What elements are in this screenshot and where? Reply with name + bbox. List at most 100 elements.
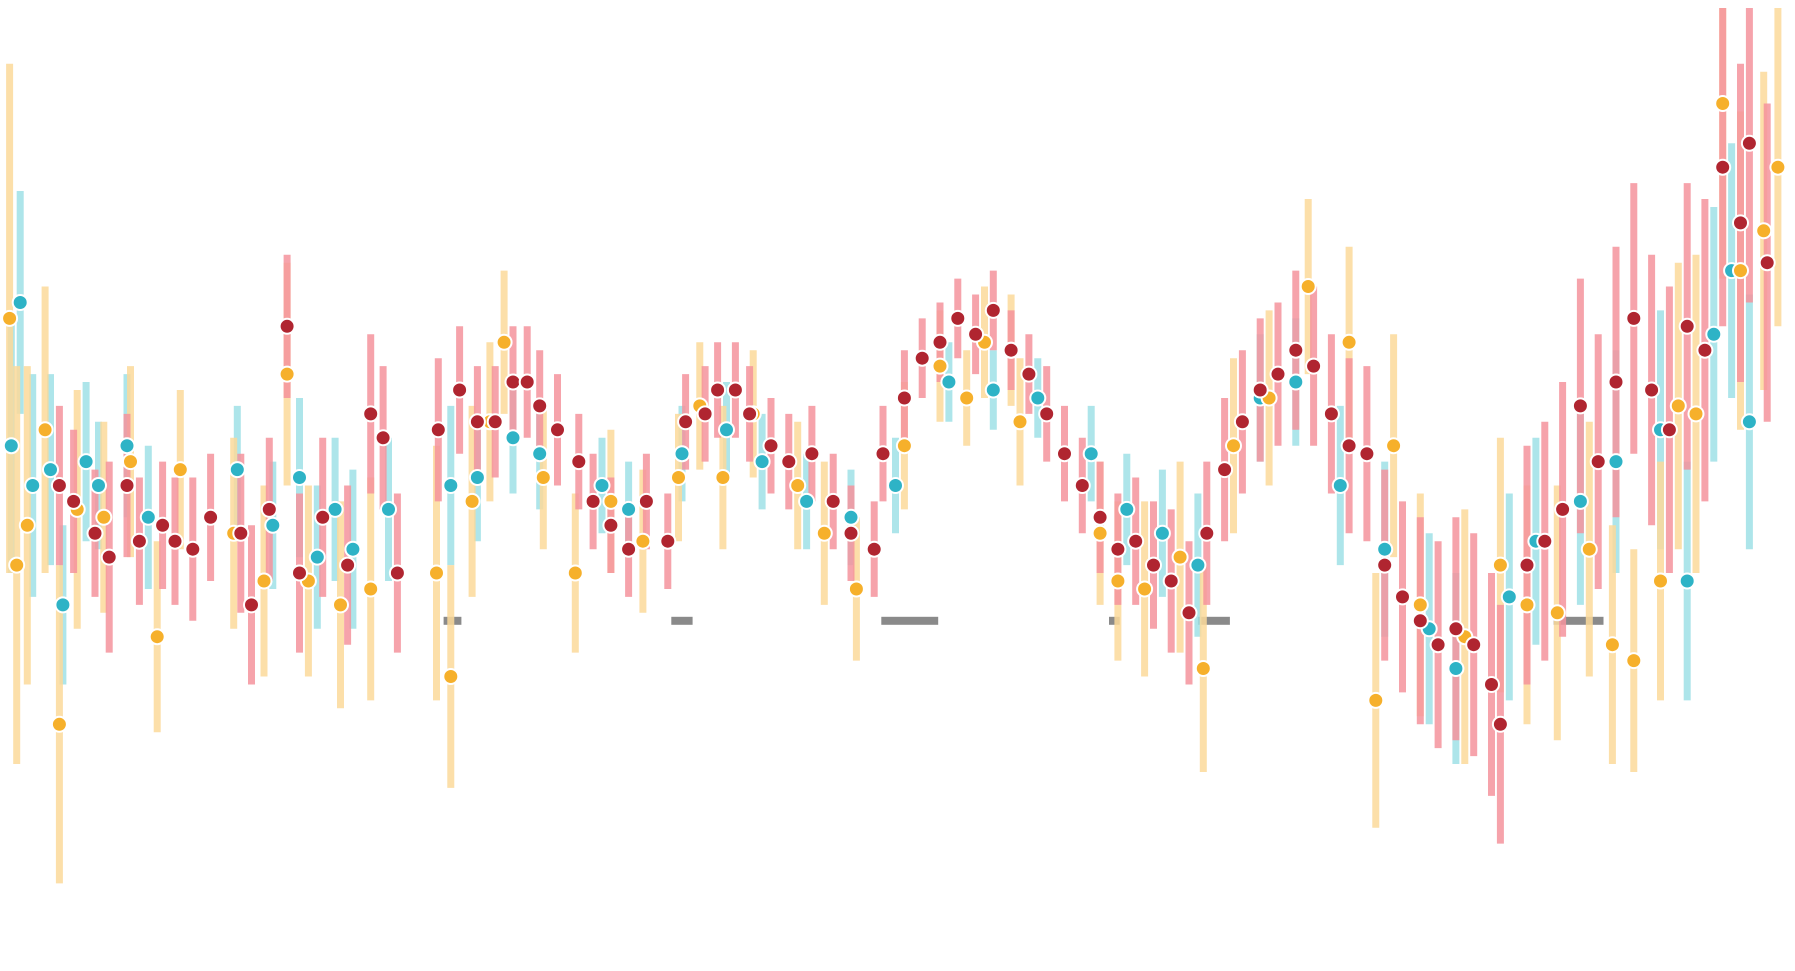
point-s0-9 [228, 461, 246, 479]
point-s2-64 [1216, 461, 1234, 479]
point-s2-42 [824, 492, 842, 510]
point-s2-45 [874, 445, 892, 463]
point-s0-16 [442, 477, 460, 494]
point-s2-50 [967, 325, 985, 343]
point-s0-10 [264, 516, 282, 534]
point-s0-24 [753, 453, 771, 471]
point-s2-17 [362, 405, 380, 423]
point-s1-15 [362, 580, 380, 598]
point-s0-49 [1740, 413, 1758, 431]
point-s1-58 [1669, 397, 1687, 415]
point-s1-57 [1652, 572, 1669, 590]
point-s2-28 [570, 453, 588, 471]
point-s2-41 [803, 445, 821, 463]
point-s2-86 [1607, 373, 1625, 391]
point-s2-68 [1287, 341, 1305, 359]
point-s2-55 [1056, 445, 1073, 463]
point-s0-3 [42, 461, 59, 479]
point-s1-61 [1732, 262, 1749, 280]
point-s2-78 [1465, 636, 1483, 654]
point-s2-2 [86, 524, 104, 542]
point-s1-30 [815, 524, 833, 542]
point-s2-14 [291, 564, 308, 582]
point-s1-39 [1109, 572, 1127, 590]
point-s0-11 [291, 469, 308, 486]
point-s2-54 [1038, 405, 1056, 423]
point-s1-48 [1385, 437, 1403, 455]
point-s2-15 [314, 508, 332, 526]
point-s1-56 [1625, 652, 1643, 670]
point-s1-17 [442, 668, 460, 685]
point-s0-13 [326, 500, 344, 518]
point-s0-6 [90, 477, 107, 494]
error-bars [6, 8, 1782, 884]
point-s1-46 [1340, 333, 1358, 351]
point-s2-27 [549, 421, 566, 439]
point-s0-1 [11, 294, 29, 311]
point-s0-2 [24, 477, 42, 494]
point-s2-6 [154, 516, 172, 534]
point-s1-12 [278, 365, 296, 383]
point-s2-49 [949, 309, 967, 327]
point-s2-91 [1696, 341, 1714, 359]
point-s0-37 [1331, 477, 1349, 494]
point-s2-18 [374, 429, 392, 447]
point-s2-44 [865, 540, 883, 558]
point-s2-74 [1394, 588, 1411, 606]
point-s0-46 [1678, 572, 1696, 590]
point-s1-20 [495, 333, 513, 351]
point-s0-12 [308, 548, 326, 566]
point-s2-29 [584, 492, 602, 510]
point-s0-36 [1287, 373, 1305, 391]
point-s2-56 [1073, 477, 1091, 494]
point-s2-13 [278, 317, 296, 335]
point-s0-43 [1571, 492, 1589, 510]
point-s2-79 [1483, 676, 1500, 693]
gap-marker-3 [1109, 616, 1120, 625]
point-s2-82 [1536, 532, 1554, 550]
point-s2-48 [931, 333, 949, 351]
point-s1-27 [714, 469, 732, 486]
point-s1-60 [1714, 95, 1732, 112]
point-s1-45 [1299, 278, 1317, 295]
point-s0-40 [1447, 660, 1465, 677]
gap-marker-4 [1197, 616, 1230, 625]
point-s2-66 [1251, 381, 1269, 399]
point-s0-26 [842, 508, 860, 526]
point-s2-77 [1447, 620, 1465, 638]
point-s2-71 [1340, 437, 1358, 455]
point-s2-92 [1714, 158, 1732, 176]
point-s1-11 [255, 572, 273, 590]
point-s2-35 [696, 405, 714, 423]
point-s0-18 [504, 429, 522, 447]
point-s0-20 [593, 477, 611, 494]
point-s1-53 [1548, 604, 1566, 622]
point-s2-37 [726, 381, 744, 399]
point-s1-3 [36, 421, 54, 439]
point-s2-5 [130, 532, 148, 550]
point-s0-28 [940, 373, 958, 391]
point-s0-47 [1705, 325, 1723, 343]
point-s2-12 [260, 500, 278, 518]
point-s2-93 [1732, 214, 1749, 232]
point-s2-87 [1625, 309, 1643, 327]
point-s2-67 [1269, 365, 1287, 383]
data-points [1, 95, 1787, 733]
point-s1-62 [1755, 222, 1773, 240]
point-s2-20 [429, 421, 447, 439]
point-s2-70 [1322, 405, 1340, 423]
point-s1-8 [148, 628, 166, 646]
point-s1-18 [463, 492, 481, 510]
point-s2-51 [984, 301, 1002, 319]
point-s2-22 [468, 413, 486, 431]
point-s1-52 [1518, 596, 1536, 614]
point-s2-60 [1145, 556, 1162, 574]
point-s0-30 [1029, 389, 1047, 407]
point-s0-5 [77, 453, 95, 471]
point-s1-43 [1225, 437, 1242, 455]
point-s2-43 [842, 524, 860, 542]
point-s0-7 [118, 437, 136, 455]
point-s2-58 [1109, 540, 1127, 558]
point-s2-38 [741, 405, 759, 423]
point-s2-11 [243, 596, 260, 614]
